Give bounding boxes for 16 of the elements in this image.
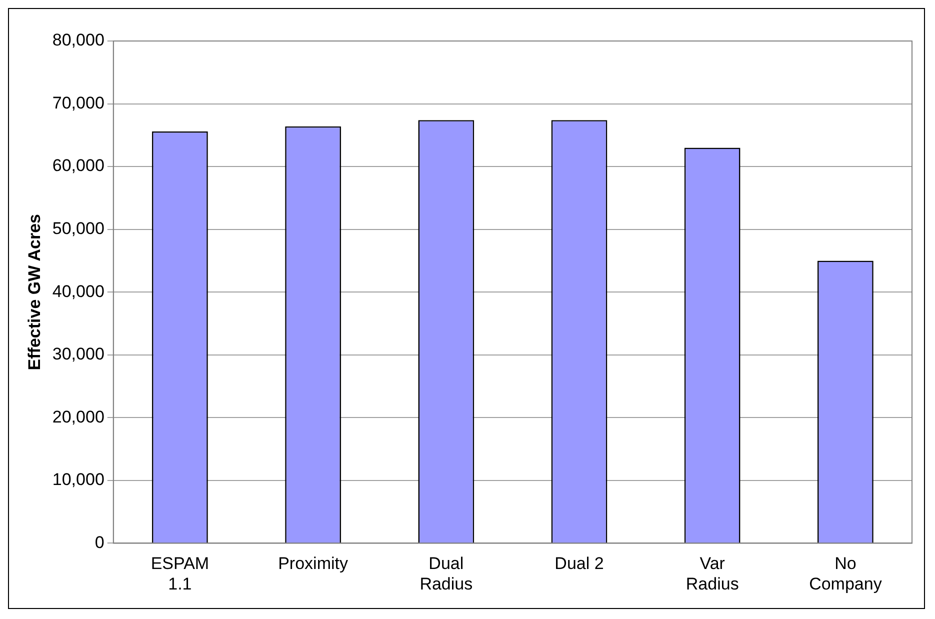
x-tick-label: Dual Radius: [420, 554, 473, 594]
y-tick-label: 0: [94, 532, 104, 552]
y-tick-label: 40,000: [52, 282, 104, 301]
x-tick-label: Var Radius: [686, 554, 739, 594]
x-tick-label: Proximity: [278, 554, 348, 574]
y-tick-label: 70,000: [52, 93, 104, 112]
x-tick-label: ESPAM 1.1: [150, 554, 210, 594]
y-tick-label: 20,000: [52, 407, 104, 426]
x-tick-label: No Company: [809, 554, 882, 594]
y-tick-label: 30,000: [52, 344, 104, 364]
x-tick-label: Dual 2: [554, 554, 604, 574]
y-tick-label: 10,000: [52, 470, 104, 490]
y-axis-title: Effective GW Acres: [24, 214, 44, 370]
y-tick-label: 60,000: [52, 156, 104, 176]
y-tick-label: 50,000: [52, 219, 104, 238]
y-tick-label: 80,000: [52, 30, 104, 50]
